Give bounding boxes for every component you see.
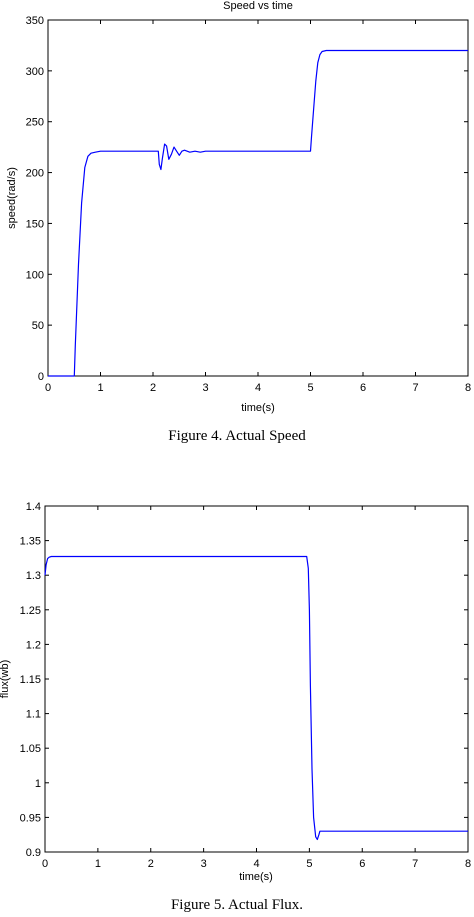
speed-chart-x-tick-label: 2 [150,382,156,394]
flux-chart-y-tick-label: 0.9 [26,847,41,859]
flux-chart-x-tick-label: 8 [465,858,471,870]
figure-5-caption: Figure 5. Actual Flux. [170,897,304,913]
speed-chart-x-tick-label: 3 [202,382,208,394]
flux-chart-x-tick-label: 1 [95,858,101,870]
flux-chart-y-tick-label: 1.1 [26,709,41,721]
speed-chart-x-tick-label: 0 [45,382,51,394]
flux-chart-x-tick-label: 2 [148,858,154,870]
flux-chart-y-tick-label: 1.15 [20,674,41,686]
figure-4-caption: Figure 4. Actual Speed [168,428,306,444]
speed-chart-x-tick-label: 4 [255,382,261,394]
flux-chart-x-tick-label: 5 [306,858,312,870]
speed-chart-title: Speed vs time [223,0,293,12]
flux-chart-y-tick-label: 1.2 [26,639,41,651]
speed-chart-plot-area [47,19,469,377]
speed-chart-x-tick-label: 6 [360,382,366,394]
flux-chart-y-tick-label: 1.4 [26,501,41,513]
speed-chart-y-tick-label: 100 [26,269,44,281]
speed-chart-y-axis-label: speed(rad/s) [6,167,18,229]
flux-chart-x-tick-label: 7 [412,858,418,870]
speed-chart-series-line [48,49,468,377]
flux-chart-y-tick-label: 1.05 [20,743,41,755]
flux-chart-y-tick-label: 1 [35,778,41,790]
flux-chart-y-tick-label: 1.3 [26,570,41,582]
flux-chart-y-axis-label: flux(wb) [0,660,11,699]
flux-chart-x-tick-label: 4 [253,858,259,870]
flux-chart-x-axis-label: time(s) [239,871,273,883]
flux-chart-x-tick-label: 6 [359,858,365,870]
flux-chart-x-tick-label: 0 [42,858,48,870]
speed-chart-x-tick-label: 1 [97,382,103,394]
flux-chart-y-tick-label: 1.35 [20,536,41,548]
speed-chart-ticks: 0 1 2 3 4 5 6 7 8 0 50 100 150 200 250 300 350 [26,15,471,394]
speed-chart-y-tick-label: 50 [32,320,44,332]
flux-chart-x-tick-label: 3 [201,858,207,870]
speed-chart: Speed vs time time(s) speed(rad/s) 0 1 2 3 4… [6,0,471,414]
speed-chart-y-tick-label: 200 [26,168,44,180]
speed-chart-x-tick-label: 5 [307,382,313,394]
speed-chart-y-tick-label: 300 [26,66,44,78]
flux-chart-ticks: 0 1 2 3 4 5 6 7 8 0.9 0.95 1 1.05 1.1 1.15 1.2 1.25 1.3 1.… [20,501,471,870]
flux-chart-y-tick-label: 1.25 [20,605,41,617]
flux-chart-plot-area [44,505,469,853]
speed-chart-x-axis-label: time(s) [241,402,275,414]
flux-chart-series [44,555,468,841]
speed-chart-x-tick-label: 8 [465,382,471,394]
speed-chart-series [48,49,468,377]
speed-chart-y-tick-label: 150 [26,218,44,230]
flux-chart-series-line [44,555,468,841]
speed-chart-y-tick-label: 350 [26,15,44,27]
speed-chart-x-tick-label: 7 [412,382,418,394]
speed-chart-y-tick-label: 250 [26,117,44,129]
flux-chart-y-tick-label: 0.95 [20,812,41,824]
flux-chart: time(s) flux(wb) 0 1 2 3 4 5 6 7 8 0.9 0.95 1 1.05 1.… [0,501,471,883]
speed-chart-y-tick-label: 0 [38,371,44,383]
